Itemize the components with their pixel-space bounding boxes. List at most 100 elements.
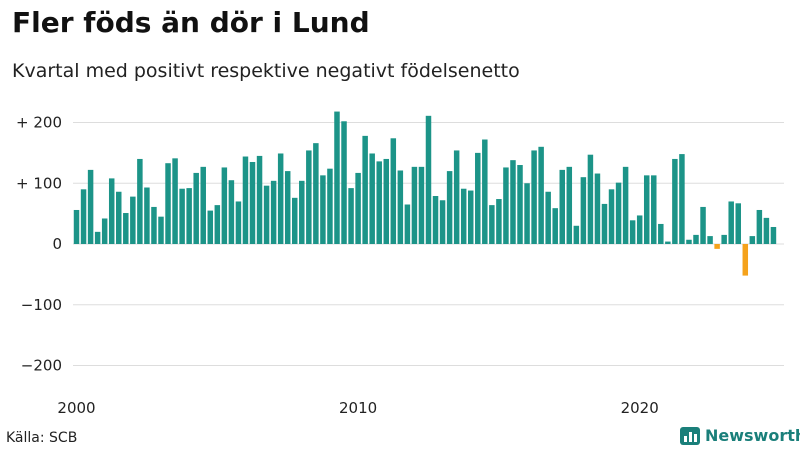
bar[interactable] [453,150,460,244]
bar[interactable] [263,185,270,244]
bar[interactable] [348,188,354,244]
bar[interactable] [383,158,390,244]
bar[interactable] [73,209,80,244]
bar[interactable] [763,217,770,244]
bar[interactable] [439,200,446,244]
bar[interactable] [130,196,136,245]
bar[interactable] [200,166,206,244]
bar[interactable] [446,171,453,244]
bar[interactable] [679,154,685,244]
bar[interactable] [249,161,256,244]
bar[interactable] [749,236,756,244]
bar[interactable] [552,208,558,244]
bar[interactable] [531,150,537,244]
bar[interactable] [165,163,171,244]
bar[interactable] [313,143,319,244]
bar[interactable] [672,158,678,244]
bar[interactable] [735,203,741,244]
bar[interactable] [193,172,199,244]
bar[interactable] [397,170,404,244]
bar[interactable] [221,167,228,244]
bar[interactable] [369,153,375,244]
bar[interactable] [742,244,749,276]
bar[interactable] [658,223,664,244]
bar[interactable] [334,111,340,244]
bar[interactable] [144,187,150,245]
bar[interactable] [608,189,615,244]
bar[interactable] [432,196,439,244]
bar[interactable] [770,226,777,244]
bar[interactable] [594,173,601,244]
bar[interactable] [728,201,734,244]
bar[interactable] [545,191,551,244]
bar[interactable] [186,188,192,244]
bar[interactable] [482,139,488,244]
bar[interactable] [524,183,530,244]
bar[interactable] [404,204,411,244]
bar[interactable] [517,165,523,244]
bar[interactable] [256,155,263,244]
bar[interactable] [538,146,544,244]
bar[interactable] [566,166,573,244]
bar[interactable] [270,180,277,244]
bar[interactable] [94,231,101,244]
bar[interactable] [242,156,249,244]
bar[interactable] [362,135,368,245]
brand-logo[interactable]: Newsworthy [680,426,800,445]
bar[interactable] [292,197,298,244]
bar[interactable] [622,166,629,244]
bar[interactable] [503,167,509,244]
bar[interactable] [235,201,242,244]
bar[interactable] [327,168,333,244]
bar[interactable] [665,241,671,244]
bar[interactable] [137,158,143,244]
bar[interactable] [721,234,727,244]
bar[interactable] [341,121,347,244]
bar[interactable] [320,175,326,244]
bar[interactable] [573,225,580,245]
bar[interactable] [418,166,425,244]
bar[interactable] [108,178,115,244]
bar[interactable] [559,169,565,244]
bar[interactable] [601,203,608,245]
bar[interactable] [355,172,361,244]
bar[interactable] [277,153,284,244]
bar[interactable] [629,220,636,244]
bar[interactable] [284,171,291,244]
bar[interactable] [158,216,164,244]
bar[interactable] [580,177,587,245]
bar[interactable] [636,215,643,244]
bar[interactable] [87,169,94,244]
bar[interactable] [299,180,305,244]
bar[interactable] [116,191,122,244]
bar[interactable] [207,210,214,244]
bar[interactable] [179,188,185,244]
bar[interactable] [425,115,432,244]
bar[interactable] [151,206,157,244]
bar[interactable] [123,213,129,244]
bar[interactable] [686,239,692,244]
bar[interactable] [651,175,657,244]
bar[interactable] [101,218,108,245]
bar[interactable] [214,205,221,244]
bar[interactable] [172,158,178,244]
bar[interactable] [643,175,650,244]
bar[interactable] [707,236,713,244]
bar[interactable] [376,161,382,244]
bar[interactable] [714,244,720,249]
bar[interactable] [510,160,516,244]
bar[interactable] [587,154,594,244]
bar[interactable] [460,188,467,244]
bar[interactable] [467,190,474,244]
bar[interactable] [390,138,397,244]
bar[interactable] [756,209,763,244]
bar[interactable] [411,166,418,244]
bar[interactable] [306,150,312,244]
bar[interactable] [693,234,699,244]
bar[interactable] [228,180,235,244]
bar[interactable] [700,206,706,244]
bar[interactable] [80,189,87,244]
bar[interactable] [615,182,622,244]
bar[interactable] [475,152,481,245]
bar[interactable] [496,199,502,244]
